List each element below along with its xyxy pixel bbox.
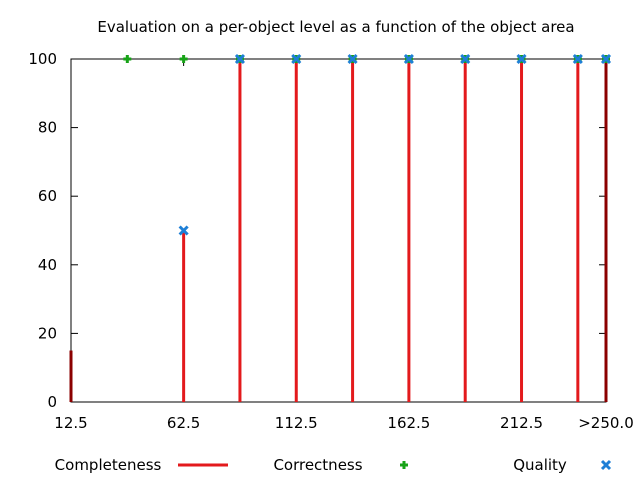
plot-frame bbox=[70, 58, 607, 403]
legend-cross-swatch bbox=[600, 459, 612, 471]
correctness-point bbox=[179, 55, 188, 63]
y-tick-label: 0 bbox=[47, 393, 57, 411]
x-tick-label: >250.0 bbox=[578, 414, 634, 432]
y-tick-label: 40 bbox=[38, 256, 57, 274]
legend-plus-swatch bbox=[400, 461, 408, 469]
y-tick-label: 20 bbox=[38, 324, 57, 342]
x-tick-label: 112.5 bbox=[275, 414, 318, 432]
quality-point bbox=[403, 53, 414, 65]
legend-label: Completeness bbox=[55, 456, 162, 474]
quality-point bbox=[572, 53, 583, 65]
quality-point bbox=[516, 53, 527, 65]
chart-title: Evaluation on a per-object level as a fu… bbox=[97, 18, 574, 36]
quality-point bbox=[178, 225, 189, 236]
x-tick-label: 62.5 bbox=[167, 414, 200, 432]
quality-point bbox=[460, 53, 471, 65]
y-tick-label: 60 bbox=[38, 187, 57, 205]
quality-point bbox=[291, 53, 302, 65]
legend-label: Correctness bbox=[273, 456, 362, 474]
quality-point bbox=[234, 53, 246, 65]
y-tick-label: 100 bbox=[28, 50, 57, 68]
y-tick-label: 80 bbox=[38, 119, 57, 137]
x-tick-label: 162.5 bbox=[387, 414, 430, 432]
legend-label: Quality bbox=[513, 456, 567, 474]
quality-point bbox=[600, 53, 612, 65]
x-tick-label: 212.5 bbox=[500, 414, 543, 432]
x-tick-label: 12.5 bbox=[54, 414, 87, 432]
quality-point bbox=[347, 53, 358, 65]
correctness-point bbox=[123, 55, 132, 63]
